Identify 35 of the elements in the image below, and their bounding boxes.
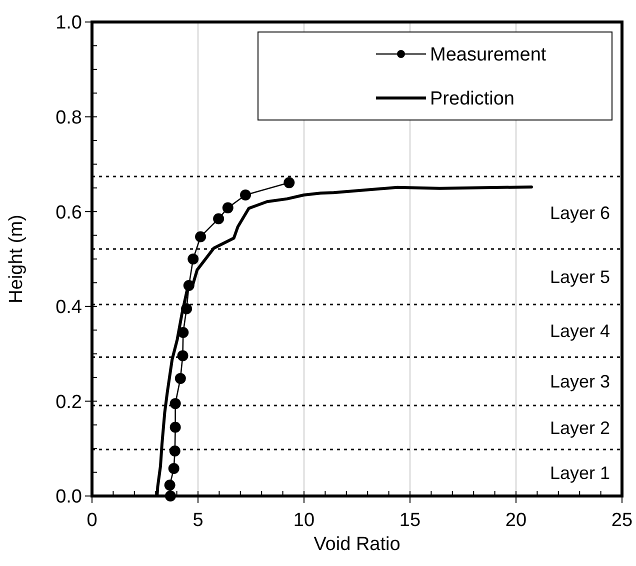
x-tick-label: 0: [86, 510, 98, 531]
y-tick-label: 0.2: [56, 392, 82, 413]
x-tick-label: 5: [192, 510, 204, 531]
ref-line-label: Layer 2: [550, 418, 610, 438]
point: [170, 398, 181, 410]
x-tick-label: 20: [505, 510, 527, 531]
point: [222, 202, 234, 214]
y-axis-title: Height (m): [6, 214, 27, 304]
point: [240, 190, 251, 201]
point: [213, 213, 224, 224]
y-tick-label: 0.8: [56, 107, 82, 128]
x-tick-label: 15: [399, 510, 421, 531]
legend-label: Prediction: [430, 88, 514, 110]
ref-line-label: Layer 3: [550, 372, 610, 392]
point: [164, 480, 176, 491]
ref-line-label: Layer 6: [550, 203, 610, 224]
point: [188, 254, 199, 264]
y-tick-label: 1.0: [56, 12, 82, 34]
point: [170, 422, 181, 433]
point: [169, 445, 180, 456]
y-tick-label: 0.0: [56, 486, 82, 508]
point: [284, 177, 295, 188]
x-tick-label: 25: [611, 510, 633, 531]
x-axis-title: Void Ratio: [314, 534, 400, 555]
point: [177, 350, 188, 362]
point: [168, 463, 180, 474]
legend-label: Measurement: [430, 44, 547, 66]
x-tick-label: 10: [293, 510, 315, 531]
y-tick-label: 0.6: [56, 202, 82, 224]
ref-line-label: Layer 5: [550, 267, 610, 288]
ref-line-label: Layer 4: [550, 321, 610, 342]
point: [195, 231, 206, 242]
point: [174, 372, 186, 384]
ref-line-label: Layer 1: [550, 463, 610, 484]
y-tick-label: 0.4: [56, 297, 82, 318]
